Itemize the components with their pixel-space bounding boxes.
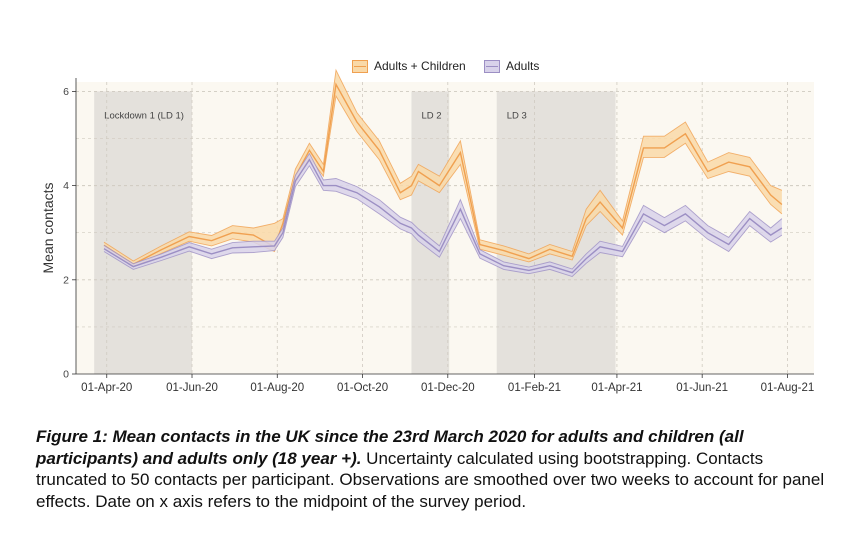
x-tick-label-2: 01-Aug-20: [250, 382, 304, 394]
series-1-upper-bound: [103, 152, 783, 270]
y-tick-label-1: 2: [63, 274, 69, 286]
x-tick-label-4: 01-Dec-20: [421, 382, 475, 394]
x-tick-label-0: 01-Apr-20: [81, 382, 132, 394]
x-tick-label-8: 01-Aug-21: [761, 382, 815, 394]
series-0-upper-bound: [103, 68, 783, 262]
legend-swatch-adults: [484, 59, 500, 73]
x-tick-label-7: 01-Jun-21: [676, 382, 728, 394]
series-0-mean-line: [103, 82, 783, 266]
figure-caption: Figure 1: Mean contacts in the UK since …: [36, 426, 826, 512]
x-tick-label-5: 01-Feb-21: [508, 382, 561, 394]
x-tick-label-1: 01-Jun-20: [166, 382, 218, 394]
y-tick-label-3: 6: [63, 86, 69, 98]
legend-label-adults-children: Adults + Children: [374, 59, 466, 73]
caption-lead: Figure 1: Mean contacts in the UK since …: [36, 427, 744, 468]
legend-item-adults: Adults: [484, 56, 539, 76]
lockdown-label-3: LD 3: [507, 110, 527, 121]
y-axis-label: Mean contacts: [40, 182, 56, 273]
lockdown-label-1: Lockdown 1 (LD 1): [104, 110, 184, 121]
legend-label-adults: Adults: [506, 59, 540, 73]
legend-swatch-adults-children: [352, 59, 368, 73]
caption-body: Uncertainty calculated using bootstrappi…: [36, 448, 825, 511]
mean-contacts-chart: Lockdown 1 (LD 1) LD 2 LD 3 0 2 4 6 01-Apr-20 01…: [40, 68, 815, 394]
y-tick-label-2: 4: [63, 180, 69, 192]
series-0-ribbon: [104, 70, 782, 268]
x-tick-label-6: 01-Apr-21: [591, 382, 642, 394]
y-tick-label-0: 0: [63, 369, 69, 381]
x-tick-label-3: 01-Oct-20: [337, 382, 388, 394]
lockdown-label-2: LD 2: [421, 110, 441, 121]
legend-item-adults-children: Adults + Children: [352, 56, 466, 76]
series-1-mean-line: [103, 158, 783, 274]
series-1-lower-bound: [103, 164, 783, 278]
